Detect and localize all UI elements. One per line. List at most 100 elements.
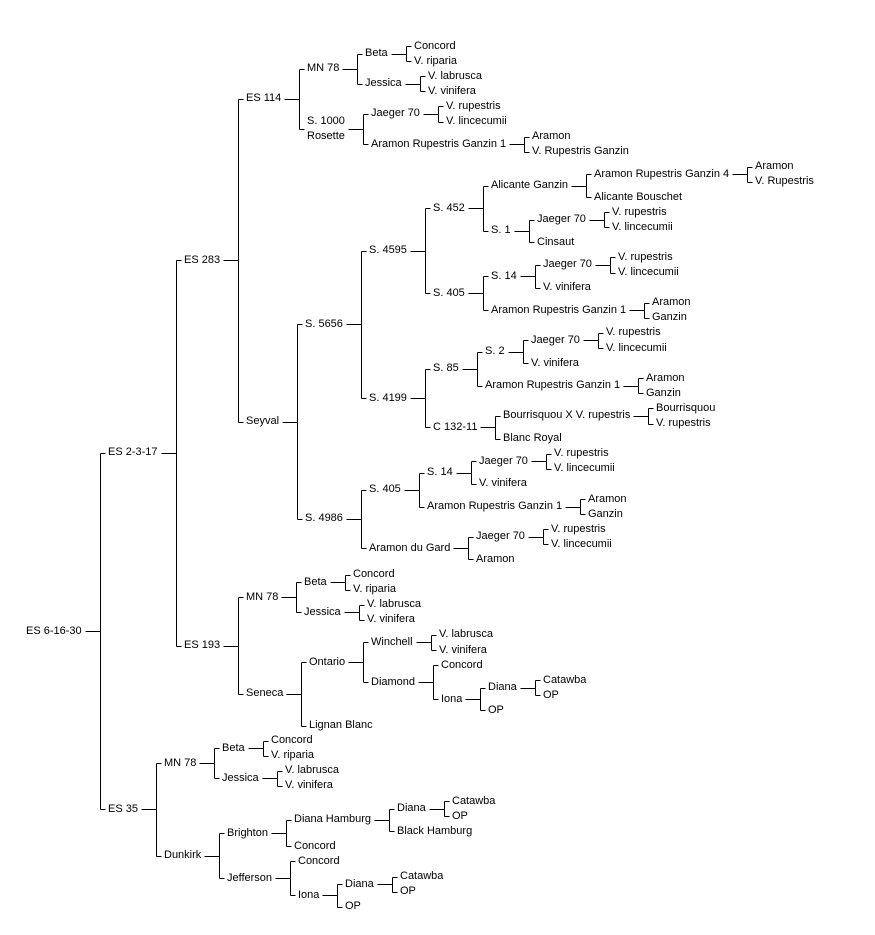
tree-node-label: ES 6-16-30 xyxy=(26,624,82,637)
tree-node-label: V. riparia xyxy=(271,749,315,762)
tree-node-label: OP xyxy=(400,885,416,898)
tree-node-label: Catawba xyxy=(400,870,444,882)
tree-node-label: ES 35 xyxy=(108,802,138,815)
tree-node-label: Aramon xyxy=(588,492,627,505)
tree-node-label: Diana Hamburg xyxy=(294,813,372,826)
tree-node-label: Jessica xyxy=(365,77,402,90)
tree-node-label: Ganzin xyxy=(646,386,681,399)
tree-node-label: Beta xyxy=(365,47,388,60)
tree-node-label: S. 1000 Rosette xyxy=(307,115,345,143)
tree-node-label: Diana xyxy=(488,681,517,694)
tree-node-label: Concord xyxy=(441,658,483,671)
tree-node-label: Aramon xyxy=(652,296,691,309)
tree-node-label: Cinsaut xyxy=(537,235,575,248)
tree-node-label: ES 114 xyxy=(246,92,282,105)
tree-node-label: V. labrusca xyxy=(285,764,340,777)
tree-node-label: Lignan Blanc xyxy=(309,719,373,731)
tree-node-label: V. rupestris xyxy=(551,522,606,535)
tree-node-label: ES 2-3-17 xyxy=(108,446,158,459)
tree-node-label: V. vinifera xyxy=(439,643,487,656)
tree-node-label: S. 4986 xyxy=(305,512,343,525)
tree-node-label: ES 193 xyxy=(184,639,221,652)
tree-node-label: Aramon xyxy=(476,552,515,565)
tree-node-label: Concord xyxy=(271,734,313,747)
tree-node-label: C 132-11 xyxy=(433,420,478,433)
tree-node-label: Alicante Bouschet xyxy=(594,190,683,203)
tree-node-label: V. rupestris xyxy=(554,447,609,460)
tree-node-label: S. 2 xyxy=(485,345,505,358)
tree-node-label: V. lincecumii xyxy=(554,462,615,475)
tree-node-label: Concord xyxy=(353,568,395,580)
tree-node-label: Brighton xyxy=(227,826,268,839)
tree-node-label: OP xyxy=(543,688,559,701)
tree-node-label: Catawba xyxy=(543,673,587,686)
tree-node-label: Jaeger 70 xyxy=(371,107,420,120)
tree-node-label: Jaeger 70 xyxy=(476,530,525,543)
tree-node-label: V. rupestris xyxy=(446,99,501,112)
tree-node-label: Aramon xyxy=(646,371,685,384)
tree-node-label: S. 4199 xyxy=(369,391,407,404)
tree-node-label: Ontario xyxy=(309,655,346,668)
tree-node-label: V. rupestris xyxy=(612,205,667,218)
tree-node-label: Aramon Rupestris Ganzin 1 xyxy=(485,379,621,392)
tree-node-label: Aramon Rupestris Ganzin 4 xyxy=(594,167,730,180)
tree-node-label: V. riparia xyxy=(353,583,397,596)
tree-node-label: Iona xyxy=(298,888,320,901)
tree-node-label: OP xyxy=(488,703,504,716)
tree-node-label: Concord xyxy=(294,839,336,852)
tree-node-label: MN 78 xyxy=(246,590,279,603)
tree-node-label: Jaeger 70 xyxy=(543,258,592,271)
tree-node-label: V. Rupestris Ganzin xyxy=(532,145,629,158)
tree-node-label: S. 85 xyxy=(433,362,459,375)
tree-node-label: Ganzin xyxy=(652,311,687,324)
tree-node-label: Jessica xyxy=(222,771,259,784)
tree-node-label: Aramon Rupestris Ganzin 1 xyxy=(427,500,563,513)
tree-node-label: V. vinifera xyxy=(479,477,527,490)
tree-node-label: V. labrusca xyxy=(367,598,422,611)
tree-node-label: V. lincecumii xyxy=(446,115,507,127)
tree-node-label: Bourrisquou X V. rupestris xyxy=(503,409,631,422)
tree-node-label: Black Hamburg xyxy=(397,824,473,837)
tree-node-label: Aramon Rupestris Ganzin 1 xyxy=(491,303,627,316)
tree-node-label: V. vinifera xyxy=(428,84,476,97)
tree-node-label: V. vinifera xyxy=(367,613,415,626)
tree-node-label: Jaeger 70 xyxy=(537,213,586,226)
tree-node-label: Aramon xyxy=(755,160,794,173)
tree-node-label: Seyval xyxy=(246,415,280,428)
tree-node-label: MN 78 xyxy=(307,62,340,75)
tree-node-label: S. 405 xyxy=(369,483,401,496)
tree-node-label: V. rupestris xyxy=(656,417,711,429)
tree-node-label: Beta xyxy=(222,741,245,754)
tree-node-label: Catawba xyxy=(452,794,496,807)
tree-node-label: MN 78 xyxy=(164,756,197,769)
tree-node-label: S. 5656 xyxy=(305,317,343,330)
tree-node-label: Diamond xyxy=(371,675,416,688)
tree-node-label: Jessica xyxy=(304,605,341,618)
tree-node-label: S. 14 xyxy=(491,269,517,282)
tree-node-label: S. 4595 xyxy=(369,244,407,257)
tree-node-label: S. 405 xyxy=(433,286,465,299)
tree-node-label: V. riparia xyxy=(414,54,458,67)
tree-node-label: Aramon du Gard xyxy=(369,541,451,554)
tree-node-label: Jaeger 70 xyxy=(531,333,580,346)
tree-node-label: V. lincecumii xyxy=(551,537,612,550)
tree-node-label: Beta xyxy=(304,575,327,588)
tree-node-label: Aramon xyxy=(532,130,571,143)
tree-node-label: Seneca xyxy=(246,687,284,700)
tree-node-label: Jaeger 70 xyxy=(479,454,528,467)
tree-node-label: Winchell xyxy=(371,635,413,648)
tree-node-label: V. lincecumii xyxy=(612,220,673,233)
tree-node-label: Concord xyxy=(298,854,340,867)
tree-node-label: S. 14 xyxy=(427,466,453,479)
tree-node-label: V. rupestris xyxy=(606,326,661,339)
tree-node-label: V. labrusca xyxy=(428,69,483,82)
tree-node-label: V. rupestris xyxy=(618,250,673,263)
tree-node-label: V. lincecumii xyxy=(618,266,679,278)
tree-node-label: V. vinifera xyxy=(531,356,579,369)
tree-node-label: V. labrusca xyxy=(439,628,494,641)
tree-node-label: Diana xyxy=(397,802,426,815)
tree-node-label: Jefferson xyxy=(227,871,273,884)
tree-node-label: V. lincecumii xyxy=(606,341,667,354)
tree-node-label: Dunkirk xyxy=(164,849,202,862)
